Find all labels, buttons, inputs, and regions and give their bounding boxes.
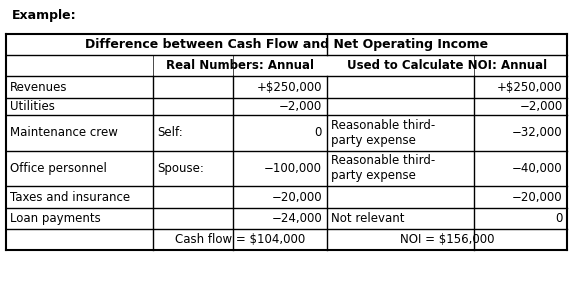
Text: +$250,000: +$250,000	[497, 81, 563, 93]
Text: Difference between Cash Flow and Net Operating Income: Difference between Cash Flow and Net Ope…	[85, 38, 488, 51]
Text: −100,000: −100,000	[264, 162, 322, 175]
Text: Reasonable third-
party expense: Reasonable third- party expense	[331, 154, 435, 182]
Text: −40,000: −40,000	[512, 162, 563, 175]
Text: Not relevant: Not relevant	[331, 212, 405, 225]
Text: Maintenance crew: Maintenance crew	[10, 126, 118, 139]
Text: Example:: Example:	[12, 9, 76, 22]
Text: −2,000: −2,000	[279, 99, 322, 113]
Text: −24,000: −24,000	[271, 212, 322, 225]
Text: +$250,000: +$250,000	[256, 81, 322, 93]
Text: Office personnel: Office personnel	[10, 162, 107, 175]
Text: NOI = $156,000: NOI = $156,000	[400, 233, 494, 246]
Text: Self:: Self:	[158, 126, 183, 139]
Text: Real Numbers: Annual: Real Numbers: Annual	[166, 60, 314, 72]
Text: −32,000: −32,000	[512, 126, 563, 139]
Text: −20,000: −20,000	[512, 191, 563, 203]
Text: −2,000: −2,000	[519, 99, 563, 113]
Text: Taxes and insurance: Taxes and insurance	[10, 191, 131, 203]
Text: 0: 0	[555, 212, 563, 225]
Text: 0: 0	[315, 126, 322, 139]
Text: Revenues: Revenues	[10, 81, 68, 93]
Text: Reasonable third-
party expense: Reasonable third- party expense	[331, 119, 435, 146]
Text: Utilities: Utilities	[10, 99, 55, 113]
Text: Spouse:: Spouse:	[158, 162, 204, 175]
Text: Used to Calculate NOI: Annual: Used to Calculate NOI: Annual	[347, 60, 547, 72]
Text: Cash flow = $104,000: Cash flow = $104,000	[175, 233, 305, 246]
Text: Loan payments: Loan payments	[10, 212, 101, 225]
Text: −20,000: −20,000	[271, 191, 322, 203]
